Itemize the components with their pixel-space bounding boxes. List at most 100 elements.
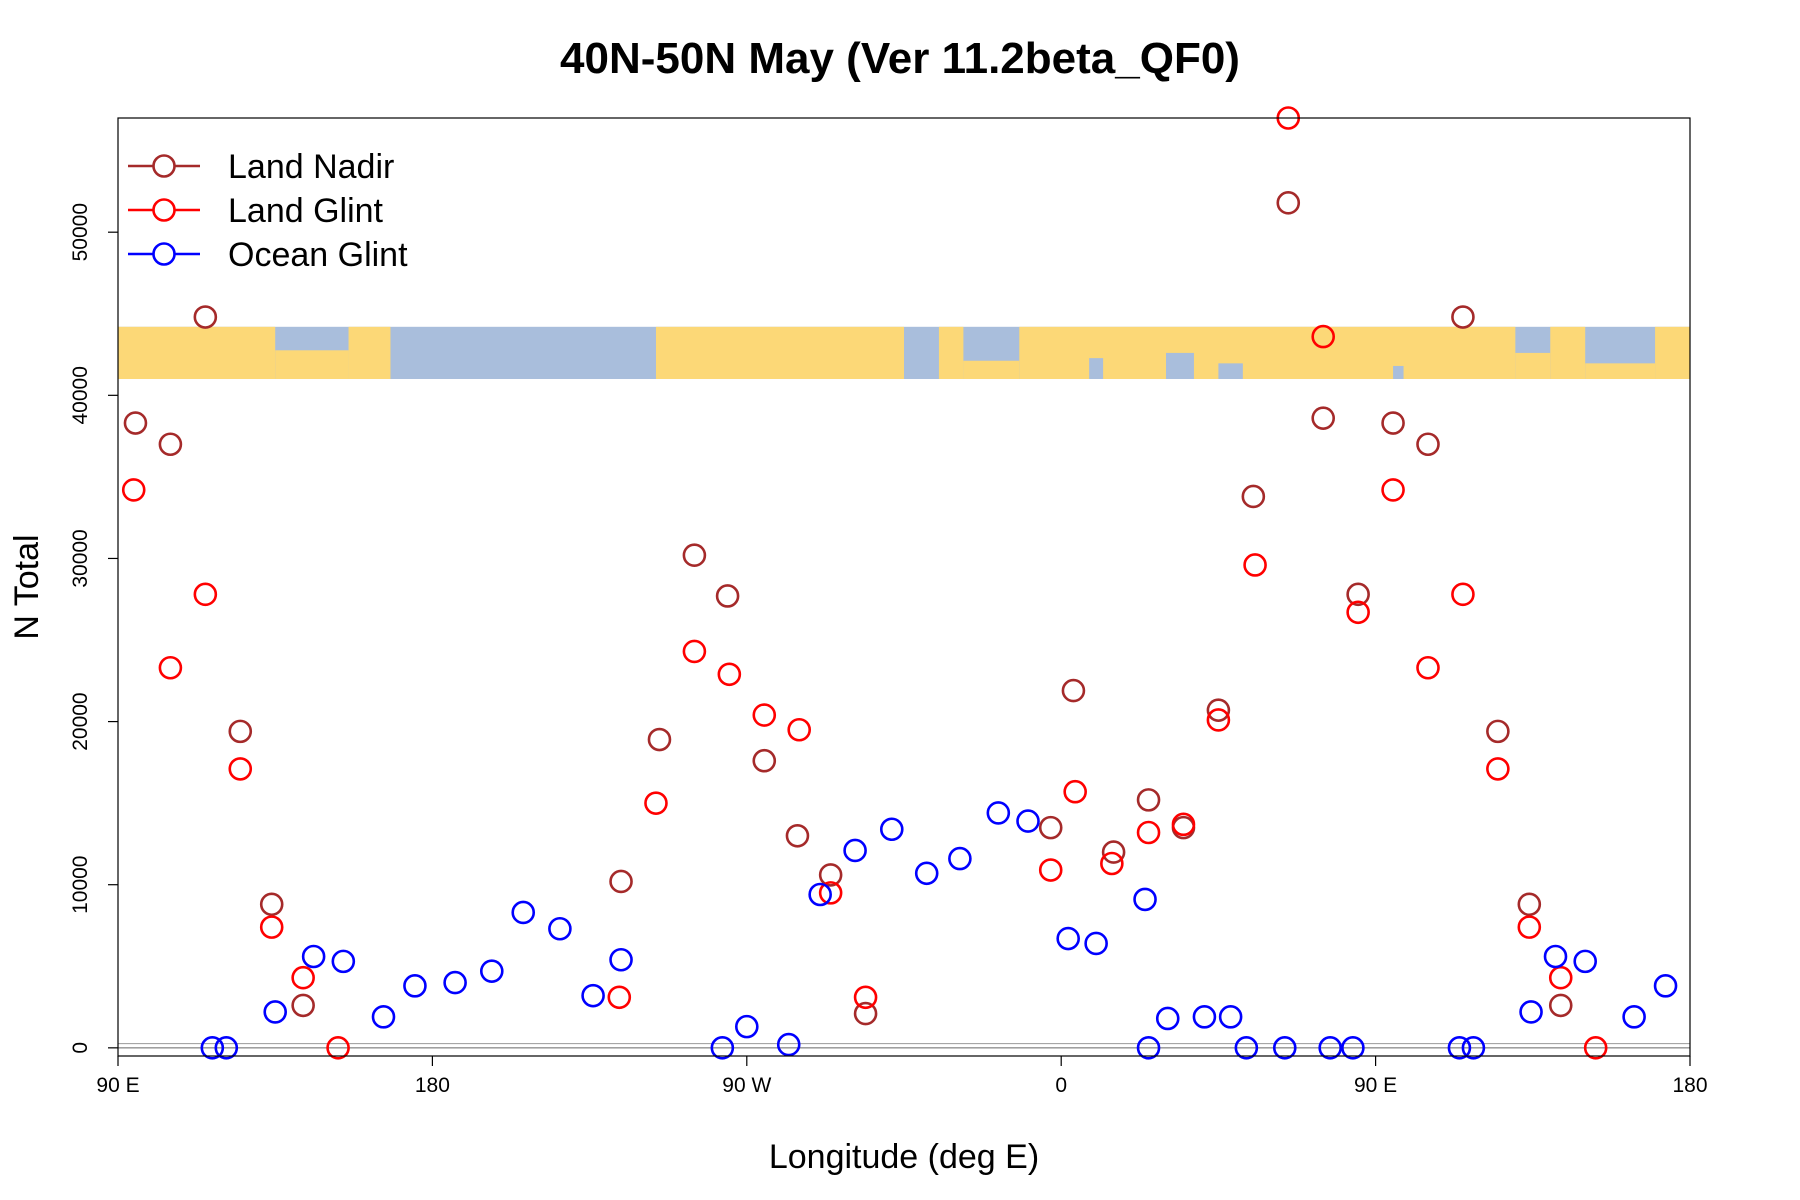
data-point xyxy=(1206,708,1231,732)
data-point xyxy=(158,655,183,680)
y-tick-label: 20000 xyxy=(69,692,92,750)
data-point xyxy=(785,823,810,848)
data-point xyxy=(853,1001,878,1026)
data-point xyxy=(291,965,315,990)
data-point xyxy=(1136,788,1161,812)
data-point xyxy=(259,915,284,939)
data-point xyxy=(609,869,633,894)
data-point xyxy=(1486,719,1510,744)
y-tick-label: 10000 xyxy=(69,856,92,914)
data-point xyxy=(1416,432,1440,457)
data-point xyxy=(752,748,777,773)
data-point xyxy=(200,1036,225,1060)
map-land xyxy=(348,326,391,380)
legend-marker xyxy=(152,198,176,222)
data-point xyxy=(1346,600,1370,625)
data-point xyxy=(1100,851,1124,876)
data-point xyxy=(1451,305,1475,329)
map-sea xyxy=(1166,352,1194,380)
data-point xyxy=(818,863,843,887)
data-point xyxy=(1311,406,1335,430)
data-point xyxy=(879,817,904,842)
map-land xyxy=(1655,326,1690,380)
map-land xyxy=(963,360,1020,380)
data-point xyxy=(1622,1005,1646,1029)
map-land xyxy=(1515,352,1551,380)
data-point xyxy=(1381,411,1405,435)
data-point xyxy=(263,1000,288,1024)
data-point xyxy=(511,900,536,925)
data-point xyxy=(1341,1036,1365,1060)
data-point xyxy=(609,947,633,972)
data-point xyxy=(581,983,605,1008)
data-point xyxy=(1155,1006,1180,1031)
data-point xyxy=(193,305,218,329)
data-point xyxy=(1461,1036,1486,1060)
data-point xyxy=(1548,993,1573,1018)
x-tick-label: 90 E xyxy=(96,1074,139,1097)
data-point xyxy=(1311,324,1335,349)
data-point xyxy=(1318,1036,1342,1060)
map-land xyxy=(1550,326,1586,380)
data-point xyxy=(752,703,777,727)
data-point xyxy=(123,411,148,435)
data-point xyxy=(734,1014,759,1039)
map-sea xyxy=(1393,365,1404,380)
data-point xyxy=(1234,1036,1259,1060)
x-tick-label: 90 W xyxy=(722,1074,771,1097)
x-tick-label: 0 xyxy=(1055,1074,1067,1097)
legend-marker xyxy=(152,242,176,266)
data-point xyxy=(1573,949,1597,974)
data-point xyxy=(647,727,672,752)
data-point xyxy=(1063,779,1087,804)
data-point xyxy=(121,478,146,502)
y-axis-label: N Total xyxy=(8,534,46,639)
data-point xyxy=(1653,974,1678,998)
data-point xyxy=(717,662,742,687)
data-point xyxy=(1016,809,1040,833)
data-point xyxy=(644,791,668,815)
data-point xyxy=(548,916,572,941)
legend-label: Land Glint xyxy=(228,192,384,230)
data-point xyxy=(843,838,867,863)
data-point xyxy=(1038,815,1063,840)
data-point xyxy=(682,639,707,664)
legend-label: Ocean Glint xyxy=(228,236,408,274)
data-point xyxy=(1517,915,1542,939)
chart-title: 40N-50N May (Ver 11.2beta_QF0) xyxy=(560,34,1240,83)
plot-frame xyxy=(117,117,1691,1057)
map-land xyxy=(938,326,964,380)
data-point xyxy=(259,892,284,917)
data-point xyxy=(1346,582,1370,607)
data-point xyxy=(986,801,1011,825)
x-axis-label: Longitude (deg E) xyxy=(769,1138,1039,1176)
data-point xyxy=(1206,698,1231,722)
data-point xyxy=(1519,1000,1543,1024)
legend-marker xyxy=(152,154,176,178)
y-axis: 0 10000 20000 30000 40000 50000 xyxy=(69,203,118,1054)
map-sea xyxy=(1218,363,1243,380)
data-point xyxy=(403,974,427,998)
data-point xyxy=(914,861,939,886)
data-point xyxy=(808,882,832,907)
data-point xyxy=(228,719,253,744)
data-point xyxy=(787,717,812,742)
x-axis: 90 E 180 90 W 0 90 E 180 xyxy=(96,1056,1708,1097)
y-tick-label: 0 xyxy=(69,1042,92,1054)
data-point xyxy=(1548,965,1573,990)
data-point xyxy=(291,993,315,1018)
data-point xyxy=(1451,582,1475,607)
x-tick-label: 180 xyxy=(415,1074,450,1097)
legend-label: Land Nadir xyxy=(228,148,394,186)
world-map-band xyxy=(118,326,1690,380)
data-point xyxy=(228,757,253,781)
data-point xyxy=(479,959,504,983)
y-tick-label: 30000 xyxy=(69,529,92,587)
series-ocean-glint xyxy=(200,801,1678,1060)
baseline xyxy=(118,1043,1690,1049)
x-tick-label: 180 xyxy=(1672,1074,1707,1097)
data-point xyxy=(443,970,467,995)
data-point xyxy=(1061,678,1086,703)
map-land xyxy=(655,326,904,380)
